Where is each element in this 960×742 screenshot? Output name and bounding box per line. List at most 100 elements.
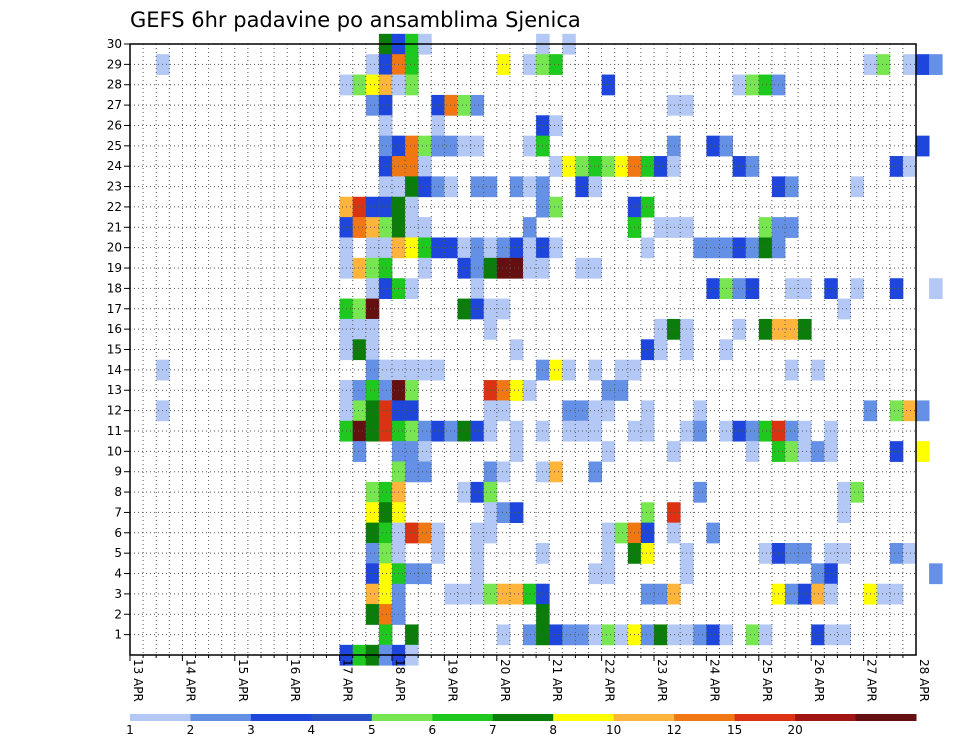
heatmap-cell [496,237,511,259]
y-tick-label: 10 [107,444,122,458]
legend-label: 8 [549,723,557,737]
heatmap-cell [365,318,380,340]
y-tick-label: 29 [107,57,122,71]
heatmap-cell [693,420,707,442]
heatmap-cell [601,563,616,585]
heatmap-cell [378,196,393,218]
y-tick-label: 18 [107,281,122,295]
legend-label: 15 [727,723,742,737]
heatmap-cell [352,318,367,340]
heatmap-cell [837,624,851,646]
y-tick-label: 2 [114,607,122,621]
heatmap-cell [470,237,485,259]
y-tick-label: 16 [107,322,122,336]
heatmap-cell [850,481,864,503]
heatmap-cell [378,359,393,381]
heatmap-cell [785,176,799,198]
heatmap-cell [889,583,904,605]
x-tick-label: 23 APR [655,659,669,702]
heatmap-cell [824,420,838,442]
heatmap-cell [509,257,524,279]
heatmap-cell [352,380,367,401]
legend-swatch [795,714,857,721]
heatmap-cell [523,583,537,605]
heatmap-cell [916,135,930,157]
heatmap-cell [457,135,471,157]
heatmap-cell [352,298,367,320]
heatmap-cell [470,298,485,320]
heatmap-cell [929,563,943,585]
legend-label: 5 [368,723,376,737]
heatmap-cell [798,441,812,462]
legend-swatch [371,714,433,721]
heatmap-cell [352,339,367,361]
heatmap-cell [470,522,485,544]
heatmap-cell [549,115,563,137]
heatmap-cell [889,441,904,462]
heatmap-cell [824,441,838,462]
heatmap-cell [470,583,485,605]
heatmap-cell [523,54,537,75]
heatmap-cell [745,420,760,442]
y-tick-label: 21 [107,220,122,234]
heatmap-cell [365,563,380,585]
heatmap-cell [405,400,419,422]
heatmap-cell [811,359,825,381]
heatmap-cell [601,542,616,564]
heatmap-cell [470,542,485,564]
heatmap-cell [405,420,419,442]
heatmap-cell [706,522,720,544]
heatmap-cell [732,318,747,340]
heatmap-cell [365,54,380,75]
heatmap-cell [562,420,576,442]
heatmap-cell [378,583,393,605]
heatmap-cell [732,278,747,299]
heatmap-cell [837,481,851,503]
legend-label: 1 [126,723,134,737]
heatmap-cell [745,278,760,299]
heatmap-cell [444,176,458,198]
legend-swatch [734,714,796,721]
heatmap-cell [588,156,602,177]
legend-swatch [674,714,736,721]
heatmap-cell [758,542,773,564]
heatmap-cell [640,583,655,605]
heatmap-cells [156,33,943,666]
heatmap-cell [549,156,563,177]
heatmap-cell [378,156,393,177]
heatmap-cell [365,400,380,422]
heatmap-cell [601,380,616,401]
heatmap-cell [405,176,419,198]
legend-label: 7 [489,723,497,737]
heatmap-cell [588,563,602,585]
heatmap-cell [654,217,668,238]
heatmap-cell [640,502,655,524]
heatmap-cell [496,624,511,646]
heatmap-cell [811,441,825,462]
y-tick-label: 15 [107,343,122,357]
heatmap-cell [457,298,471,320]
y-tick-label: 4 [114,567,122,581]
heatmap-cell [654,624,668,646]
heatmap-cell [614,359,629,381]
heatmap-cell [798,278,812,299]
x-tick-label: 18 APR [393,659,407,702]
legend-swatch [855,714,917,721]
heatmap-cell [798,583,812,605]
heatmap-cell [588,461,602,483]
heatmap-cell [601,156,616,177]
heatmap-cell [811,624,825,646]
heatmap-cell [418,257,432,279]
heatmap-cell [378,400,393,422]
heatmap-cell [457,257,471,279]
heatmap-cell [509,237,524,259]
heatmap-cell [798,318,812,340]
heatmap-cell [378,176,393,198]
heatmap-cell [365,94,380,116]
heatmap-cell [405,563,419,585]
y-tick-label: 14 [107,363,122,377]
heatmap-cell [745,441,760,462]
heatmap-cell [365,298,380,320]
heatmap-cell [640,542,655,564]
heatmap-cell [732,237,747,259]
